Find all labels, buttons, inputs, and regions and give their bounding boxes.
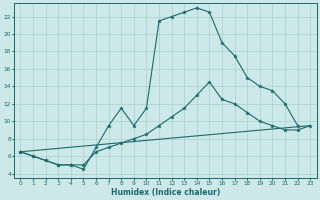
- X-axis label: Humidex (Indice chaleur): Humidex (Indice chaleur): [111, 188, 220, 197]
